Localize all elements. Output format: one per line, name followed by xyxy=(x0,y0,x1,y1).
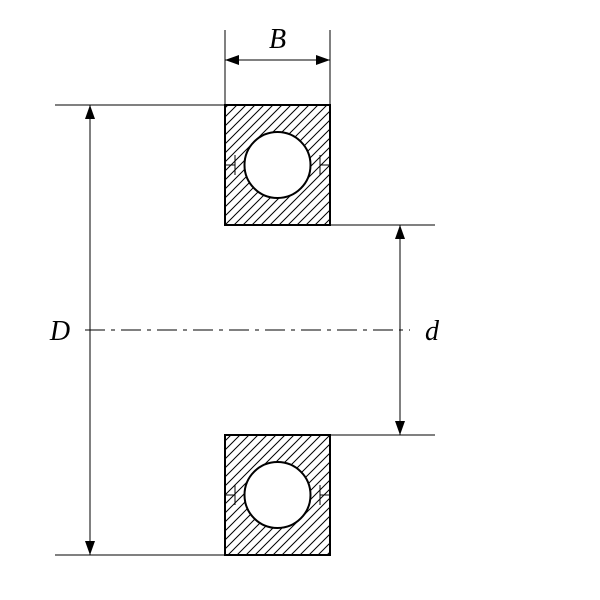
label-d: d xyxy=(425,316,440,347)
label-D: D xyxy=(49,316,70,347)
label-B: B xyxy=(269,24,286,55)
bearing-cross-section-diagram: B Dd xyxy=(0,0,600,600)
